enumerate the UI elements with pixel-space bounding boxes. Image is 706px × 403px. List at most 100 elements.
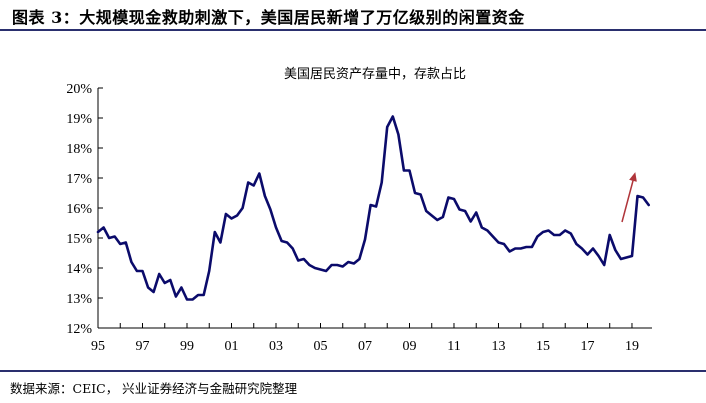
y-tick-label: 14% bbox=[66, 262, 92, 277]
data-point bbox=[208, 270, 211, 272]
data-point bbox=[447, 196, 450, 199]
data-point bbox=[592, 247, 594, 250]
x-tick-label: 95 bbox=[91, 339, 105, 354]
source-divider bbox=[0, 370, 706, 372]
data-point bbox=[408, 169, 411, 172]
data-point bbox=[291, 247, 294, 250]
x-tick-label: 15 bbox=[536, 339, 550, 354]
data-point bbox=[280, 240, 283, 242]
data-point bbox=[297, 259, 300, 262]
data-point bbox=[141, 270, 144, 272]
x-tick-label: 13 bbox=[491, 339, 505, 354]
data-point bbox=[442, 216, 444, 218]
data-point bbox=[497, 241, 500, 244]
data-point bbox=[286, 241, 288, 244]
data-point bbox=[369, 204, 372, 206]
source-note: 数据来源：CEIC， 兴业证券经济与金融研究院整理 bbox=[10, 381, 298, 396]
chart-title: 美国居民资产存量中，存款占比 bbox=[284, 67, 466, 82]
x-tick-label: 03 bbox=[269, 339, 283, 354]
data-point bbox=[391, 115, 394, 118]
data-point bbox=[486, 229, 489, 232]
data-point bbox=[430, 214, 433, 217]
series-line bbox=[96, 115, 651, 301]
data-point bbox=[642, 196, 644, 199]
data-point bbox=[597, 255, 600, 257]
x-tick-label: 07 bbox=[358, 339, 372, 354]
data-point bbox=[202, 294, 205, 296]
y-tick-label: 16% bbox=[66, 202, 92, 217]
data-point bbox=[97, 231, 99, 233]
data-point bbox=[469, 220, 472, 223]
data-point bbox=[247, 181, 250, 184]
y-tick-label: 17% bbox=[66, 172, 92, 187]
data-point bbox=[636, 195, 639, 197]
data-point bbox=[241, 207, 244, 209]
data-point bbox=[519, 247, 522, 250]
data-point bbox=[564, 229, 567, 232]
data-point bbox=[158, 273, 161, 275]
data-point bbox=[514, 247, 517, 250]
data-point bbox=[136, 270, 138, 272]
data-point bbox=[553, 234, 555, 236]
data-point bbox=[508, 250, 511, 253]
data-point bbox=[169, 279, 172, 281]
data-point bbox=[419, 193, 422, 196]
data-point bbox=[380, 181, 383, 184]
data-point bbox=[458, 208, 461, 211]
data-point bbox=[547, 229, 550, 232]
data-point bbox=[558, 234, 561, 236]
x-tick-label: 99 bbox=[180, 339, 194, 354]
data-point bbox=[225, 213, 227, 215]
data-point bbox=[191, 298, 194, 301]
x-tick-label: 01 bbox=[224, 339, 238, 354]
series-layer bbox=[96, 115, 651, 301]
data-point bbox=[163, 282, 166, 284]
y-tick-label: 12% bbox=[66, 322, 92, 337]
data-point bbox=[175, 295, 177, 298]
data-point bbox=[197, 294, 200, 296]
data-point bbox=[219, 241, 222, 244]
data-point bbox=[102, 226, 105, 229]
data-point bbox=[425, 210, 428, 212]
data-point bbox=[308, 264, 311, 266]
x-tick-label: 19 bbox=[625, 339, 639, 354]
data-point bbox=[275, 226, 277, 229]
title-divider bbox=[0, 29, 706, 31]
data-point bbox=[647, 204, 650, 206]
y-tick-label: 18% bbox=[66, 142, 92, 157]
trend-arrow-annotation bbox=[621, 172, 637, 223]
data-point bbox=[480, 226, 483, 229]
data-point bbox=[492, 235, 494, 238]
data-point bbox=[314, 267, 316, 269]
data-point bbox=[475, 211, 478, 214]
data-point bbox=[386, 126, 389, 128]
x-axis: 95 97 99 01 03 05 07 09 11 13 15 17 19 bbox=[91, 323, 652, 354]
data-point bbox=[575, 243, 578, 245]
data-point bbox=[269, 208, 272, 211]
data-point bbox=[319, 268, 322, 271]
x-tick-label: 09 bbox=[402, 339, 416, 354]
data-point bbox=[108, 237, 110, 239]
y-tick-label: 20% bbox=[66, 82, 92, 97]
data-point bbox=[525, 246, 528, 248]
data-point bbox=[186, 298, 188, 301]
data-point bbox=[264, 195, 266, 197]
y-axis: 12% 13% 14% 15% 16% 17% 18% 19% 20% bbox=[66, 82, 103, 337]
data-point bbox=[403, 169, 405, 172]
data-point bbox=[436, 219, 439, 221]
data-point bbox=[119, 243, 122, 245]
data-point bbox=[608, 234, 611, 236]
data-point bbox=[603, 264, 606, 266]
data-point bbox=[531, 246, 533, 248]
data-point bbox=[236, 214, 239, 217]
data-point bbox=[503, 243, 505, 245]
data-point bbox=[586, 253, 589, 256]
data-point bbox=[620, 258, 622, 260]
data-point bbox=[113, 235, 116, 238]
data-point bbox=[124, 241, 127, 244]
data-point bbox=[364, 238, 366, 241]
y-tick-label: 13% bbox=[66, 292, 92, 307]
data-point bbox=[230, 217, 233, 220]
data-point bbox=[147, 286, 150, 289]
data-point bbox=[213, 231, 216, 233]
